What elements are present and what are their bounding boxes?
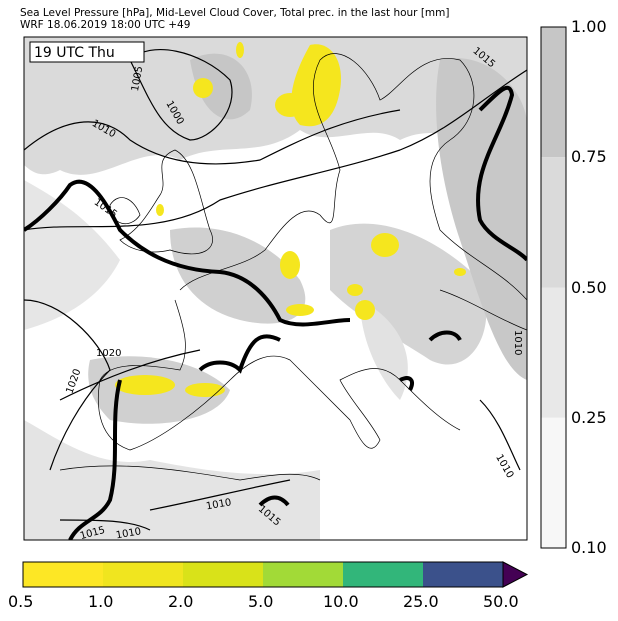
precip-colorbar-tick: 2.0 (168, 592, 194, 611)
precip-layer (115, 42, 466, 397)
isobar-label: 1010 (512, 330, 523, 355)
cloud-colorbar-segment (541, 287, 566, 418)
title-line-1: Sea Level Pressure [hPa], Mid-Level Clou… (20, 7, 450, 19)
isobar-label: 1010 (205, 497, 232, 512)
cloud-colorbar-tick: 0.10 (571, 538, 607, 557)
precip-colorbar-tick: 10.0 (323, 592, 359, 611)
precip-colorbar-segment (423, 562, 503, 587)
cloud-colorbar-tick: 0.25 (571, 407, 607, 427)
precip-colorbar-extend-arrow (502, 561, 529, 588)
precip-colorbar-segment (263, 562, 343, 587)
isobars (24, 49, 527, 531)
precip-colorbar-segment (183, 562, 263, 587)
cloud-colorbar-segment (541, 157, 566, 288)
precip-colorbar-segment (343, 562, 423, 587)
precip-colorbar (22, 561, 529, 588)
isobar-label: 1020 (96, 348, 121, 359)
time-label: 19 UTC Thu (34, 45, 115, 61)
precip-colorbar-segment (103, 562, 183, 587)
cloud-colorbar-segment (541, 27, 566, 158)
precip-colorbar-segment (23, 562, 103, 587)
coastlines (59, 53, 527, 481)
chart-title: Sea Level Pressure [hPa], Mid-Level Clou… (20, 7, 450, 31)
isobar-label: 1010 (115, 526, 142, 541)
isobar-label: 1005 (130, 65, 145, 92)
precip-colorbar-tick: 5.0 (248, 592, 274, 611)
precip-colorbar-tick: 0.5 (8, 592, 34, 611)
cloud-colorbar-segment (541, 417, 566, 548)
title-line-2: WRF 18.06.2019 18:00 UTC +49 (20, 19, 191, 31)
precip-colorbar-tick: 25.0 (403, 592, 439, 611)
cloud-colorbar-tick: 0.50 (571, 277, 607, 297)
cloud-cover-colorbar (540, 26, 567, 549)
cloud-colorbar-tick: 1.00 (571, 17, 607, 36)
precip-colorbar-tick: 1.0 (88, 592, 114, 611)
precip-colorbar-tick: 50.0 (483, 592, 519, 611)
isobar-1015-thick (24, 85, 527, 540)
cloud-colorbar-tick: 0.75 (571, 147, 607, 167)
